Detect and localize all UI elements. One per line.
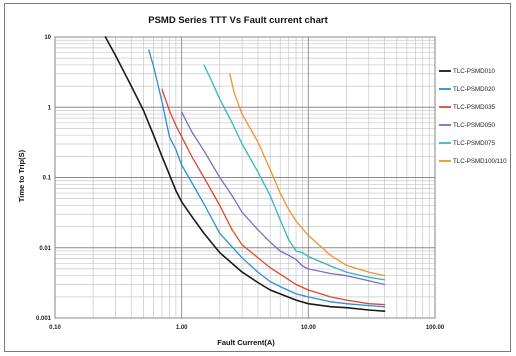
series-line-tlc-psmd020 bbox=[148, 49, 386, 308]
legend-label: TLC-PSMD020 bbox=[453, 86, 496, 93]
series-line-tlc-psmd010 bbox=[104, 36, 386, 312]
legend-label: TLC-PSMD010 bbox=[453, 68, 496, 75]
series-line-tlc-psmd035 bbox=[161, 88, 386, 306]
y-tick-label: 0.1 bbox=[43, 176, 52, 182]
legend: TLC-PSMD010 TLC-PSMD020 TLC-PSMD035 TLC-PSM… bbox=[439, 68, 507, 165]
chart-title: PSMD Series TTT Vs Fault current chart bbox=[148, 15, 328, 26]
x-axis-label: Fault Current(A) bbox=[217, 338, 275, 347]
y-tick-label: 0.001 bbox=[36, 316, 52, 322]
legend-label: TLC-PSMD075 bbox=[453, 140, 496, 147]
x-tick-labels: 0.10 1.00 10.00 100.00 bbox=[49, 325, 445, 331]
series-lines bbox=[104, 36, 386, 312]
legend-label: TLC-PSMD100/110 bbox=[453, 158, 507, 165]
y-tick-label: 10 bbox=[44, 35, 51, 41]
x-tick-label: 10.00 bbox=[301, 325, 317, 331]
series-line-tlc-psmd075 bbox=[203, 64, 386, 281]
series-line-tlc-psmd100-110 bbox=[229, 73, 386, 277]
x-tick-label: 1.00 bbox=[176, 325, 188, 331]
legend-label: TLC-PSMD035 bbox=[453, 104, 496, 111]
y-tick-labels: 10 1 0.1 0.01 0.001 bbox=[36, 35, 52, 322]
x-tick-label: 100.00 bbox=[426, 325, 445, 331]
y-tick-label: 1 bbox=[48, 105, 52, 111]
series-line-tlc-psmd050 bbox=[181, 111, 386, 286]
y-tick-label: 0.01 bbox=[39, 246, 51, 252]
x-tick-label: 0.10 bbox=[49, 325, 61, 331]
y-axis-label: Time to Trip(S) bbox=[17, 149, 26, 202]
legend-label: TLC-PSMD050 bbox=[453, 122, 496, 129]
